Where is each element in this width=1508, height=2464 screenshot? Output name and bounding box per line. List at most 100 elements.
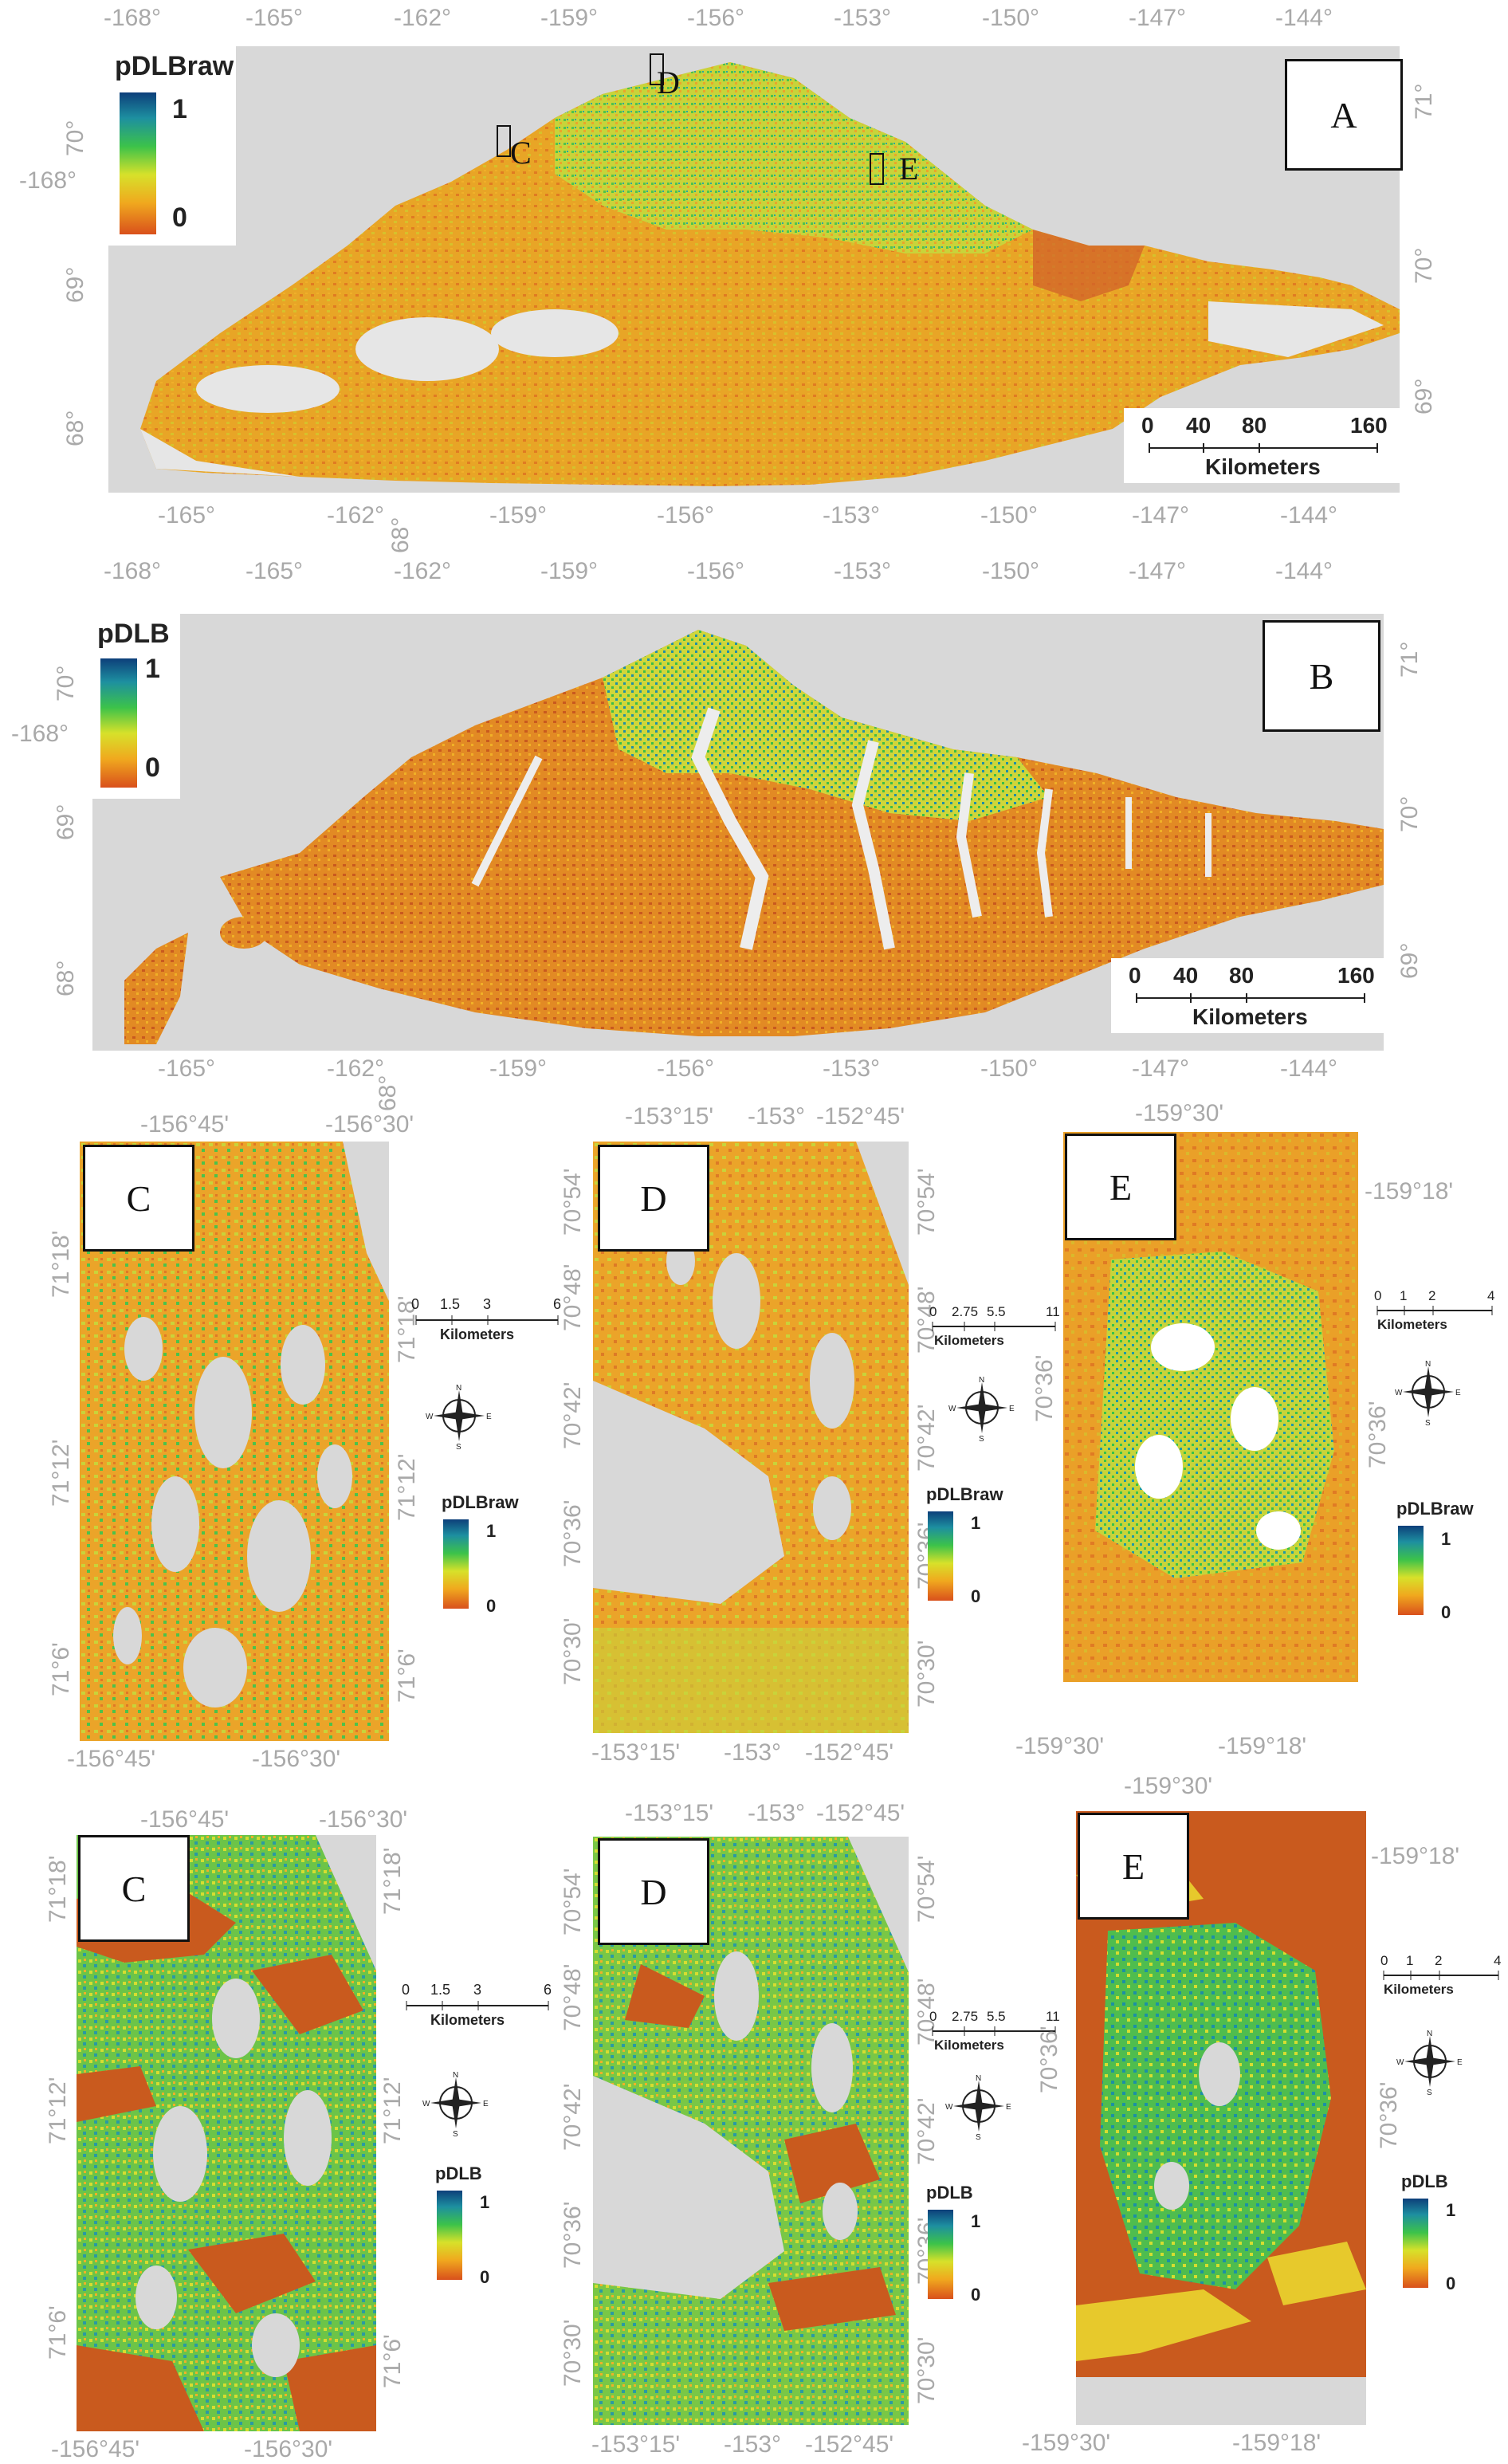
row1-d-left-2: 70°42': [560, 1381, 586, 1449]
row1-c-left-2: 71°6': [48, 1642, 74, 1696]
panel-a-bottom-lon-7: -144°: [1280, 502, 1338, 529]
row2-d-map: [593, 1837, 909, 2425]
row1-d-scale-0: 0: [929, 1304, 937, 1319]
panel-b-bottom-lon-3: -156°: [657, 1055, 715, 1082]
panel-b-legend-ramp: [100, 658, 137, 788]
row1-e-map-svg: [1063, 1132, 1358, 1727]
svg-text:E: E: [1457, 2058, 1463, 2067]
panel-a-right-lat-0: 71°: [1411, 83, 1437, 120]
row2-d-top-2: -152°45': [816, 1800, 905, 1826]
panel-a-left-lat-2: 68°: [62, 410, 88, 446]
row2-c-right-2: 71°6': [379, 2334, 406, 2388]
row2-c-scale-1: 1.5: [430, 1982, 451, 1998]
row1-e-legend: pDLBraw 1 0: [1396, 1499, 1500, 1634]
row2-d-scale-3: 11: [1046, 2009, 1060, 2024]
panel-b-bottom-lon-2: -159°: [489, 1055, 548, 1082]
svg-text:W: W: [1395, 1389, 1403, 1397]
panel-a-scale-80: 80: [1242, 413, 1267, 438]
panel-a-bottom-lon-3: -156°: [657, 502, 715, 529]
row2-d-compass-icon: N S E W: [945, 2074, 1011, 2140]
row1-d-map-svg: [593, 1142, 909, 1733]
row1-e-left-0: 70°36': [1031, 1354, 1058, 1422]
row2-d-legend: pDLB 1 0: [926, 2183, 1030, 2318]
inset-marker-d: [650, 53, 664, 85]
panel-b-label: B: [1263, 620, 1380, 732]
panel-a-top-lon-6: -150°: [982, 5, 1040, 31]
row2-c-right-1: 71°12': [379, 2077, 406, 2144]
panel-b-scale-0: 0: [1129, 963, 1141, 988]
inset-label-d: D: [657, 65, 680, 100]
row1-d-right-2: 70°42': [913, 1404, 940, 1472]
panel-b-map: [92, 614, 1384, 1051]
panel-b-left-lat-0: 70°: [53, 665, 79, 701]
svg-text:E: E: [483, 2100, 489, 2108]
panel-b-right-lat-2: 69°: [1396, 942, 1423, 979]
row1-e-legend-ramp: [1398, 1526, 1424, 1615]
svg-text:N: N: [1425, 1360, 1431, 1369]
row1-c-left-0: 71°18': [48, 1230, 74, 1298]
row1-d-compass-icon: N S E W: [948, 1376, 1015, 1441]
row2-d-label: D: [598, 1838, 709, 1945]
row2-c-scale-3: 6: [544, 1982, 552, 1998]
row2-c-top-0: -156°45': [140, 1806, 230, 1833]
row1-d-bottom-0: -153°15': [591, 1739, 681, 1766]
panel-b-top-lon-0: -168°: [104, 558, 162, 584]
panel-b-legend-max: 1: [145, 654, 160, 684]
row1-c-top-1: -156°30': [325, 1111, 414, 1138]
row2-c-bottom-0: -156°45': [51, 2436, 140, 2462]
panel-a-scale-0: 0: [1141, 413, 1154, 438]
row2-c-legend-ramp: [437, 2191, 462, 2280]
row1-d-scale-3: 11: [1046, 1304, 1060, 1319]
row2-d-scale-2: 5.5: [987, 2009, 1006, 2024]
row2-c-legend-min: 0: [480, 2267, 490, 2287]
row1-d-left-4: 70°30': [560, 1617, 586, 1685]
row2-e-scale-3: 4: [1494, 1953, 1502, 1968]
svg-text:W: W: [1396, 2058, 1404, 2067]
row2-e-legend: pDLB 1 0: [1401, 2171, 1505, 2307]
row1-c-left-1: 71°12': [48, 1439, 74, 1507]
panel-a-legend-max: 1: [172, 94, 187, 124]
row2-e-scalebar: 0 1 2 4 Kilometers: [1379, 1948, 1506, 2001]
row1-e-compass-icon: N S E W: [1395, 1360, 1461, 1425]
row2-c-scalebar: 0 1.5 3 6 Kilometers: [399, 1977, 558, 2033]
row1-e-scale-0: 0: [1374, 1288, 1382, 1303]
row1-e-legend-max: 1: [1441, 1529, 1451, 1549]
row1-d-scale-unit: Kilometers: [934, 1333, 1004, 1348]
panel-b-scale-160: 160: [1337, 963, 1375, 988]
panel-b-right-lat-1: 70°: [1396, 796, 1423, 832]
panel-b-bottom-lon-5: -150°: [980, 1055, 1039, 1082]
panel-a-bottom-lon-2: -159°: [489, 502, 548, 529]
svg-text:S: S: [976, 2133, 981, 2140]
row2-e-bottom-0: -159°30': [1022, 2430, 1111, 2456]
row2-d-scalebar: 0 2.75 5.5 11 Kilometers: [928, 2004, 1063, 2057]
row1-d-scale-1: 2.75: [952, 1304, 979, 1319]
panel-b-top-lon-1: -165°: [245, 558, 304, 584]
row2-d-right-4: 70°30': [913, 2336, 940, 2404]
row1-d-legend: pDLBraw 1 0: [926, 1484, 1030, 1620]
row1-e-scale-1: 1: [1400, 1288, 1408, 1303]
inset-marker-c: [497, 125, 511, 157]
svg-text:N: N: [1427, 2030, 1432, 2038]
panel-b-top-lon-6: -150°: [982, 558, 1040, 584]
row1-d-legend-ramp: [928, 1511, 953, 1601]
panel-a-legend: pDLBraw 1 0: [108, 46, 236, 246]
row2-e-scale-1: 1: [1406, 1953, 1414, 1968]
row1-e-scale-3: 4: [1487, 1288, 1495, 1303]
row1-c-label: C: [83, 1145, 194, 1252]
svg-text:S: S: [979, 1435, 984, 1441]
row2-d-left-2: 70°42': [560, 2083, 586, 2151]
svg-text:W: W: [422, 2100, 430, 2108]
panel-b-left-extra: -168°: [11, 721, 69, 747]
row2-e-map-svg: [1076, 1811, 1366, 2425]
row1-d-left-1: 70°48': [560, 1263, 586, 1331]
row2-c-left-2: 71°6': [45, 2305, 71, 2360]
row2-c-legend-max: 1: [480, 2192, 490, 2212]
row2-e-scale-2: 2: [1435, 1953, 1443, 1968]
panel-a-top-lon-8: -144°: [1275, 5, 1333, 31]
panel-b-top-lon-5: -153°: [834, 558, 892, 584]
panel-a-right-lat-2: 69°: [1411, 378, 1437, 415]
row2-d-top-0: -153°15': [625, 1800, 714, 1826]
panel-b-top-lon-3: -159°: [540, 558, 599, 584]
row1-d-top-1: -153°: [748, 1103, 806, 1130]
svg-text:W: W: [945, 2103, 953, 2112]
